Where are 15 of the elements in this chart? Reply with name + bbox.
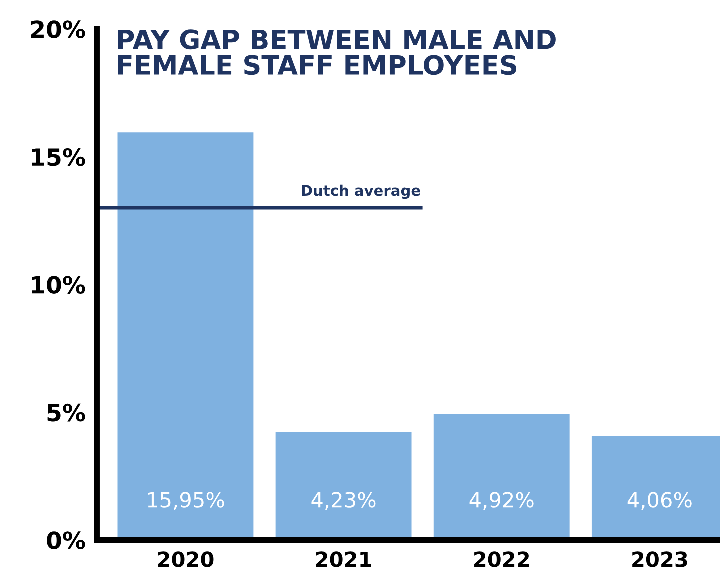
ref-line-label: Dutch average — [302, 184, 420, 200]
x-tick-label: 2023 — [632, 552, 688, 568]
y-tick-label: 20% — [31, 20, 86, 39]
data-label: 15,95% — [148, 492, 224, 510]
data-label: 4,06% — [628, 492, 692, 510]
y-tick-label: 15% — [32, 148, 86, 166]
y-tick-label: 0% — [47, 532, 86, 550]
y-tick-label: 5% — [48, 404, 86, 422]
data-label: 4,92% — [470, 492, 534, 510]
y-tick-label: 10% — [32, 276, 86, 294]
x-tick-label: 2021 — [316, 552, 372, 568]
chart-title: PAY GAP BETWEEN MALE AND FEMALE STAFF EMPLOYEES — [118, 30, 556, 76]
x-tick-label: 2020 — [158, 552, 214, 568]
data-label: 4,23% — [312, 492, 376, 510]
x-tick-label: 2022 — [474, 552, 530, 568]
